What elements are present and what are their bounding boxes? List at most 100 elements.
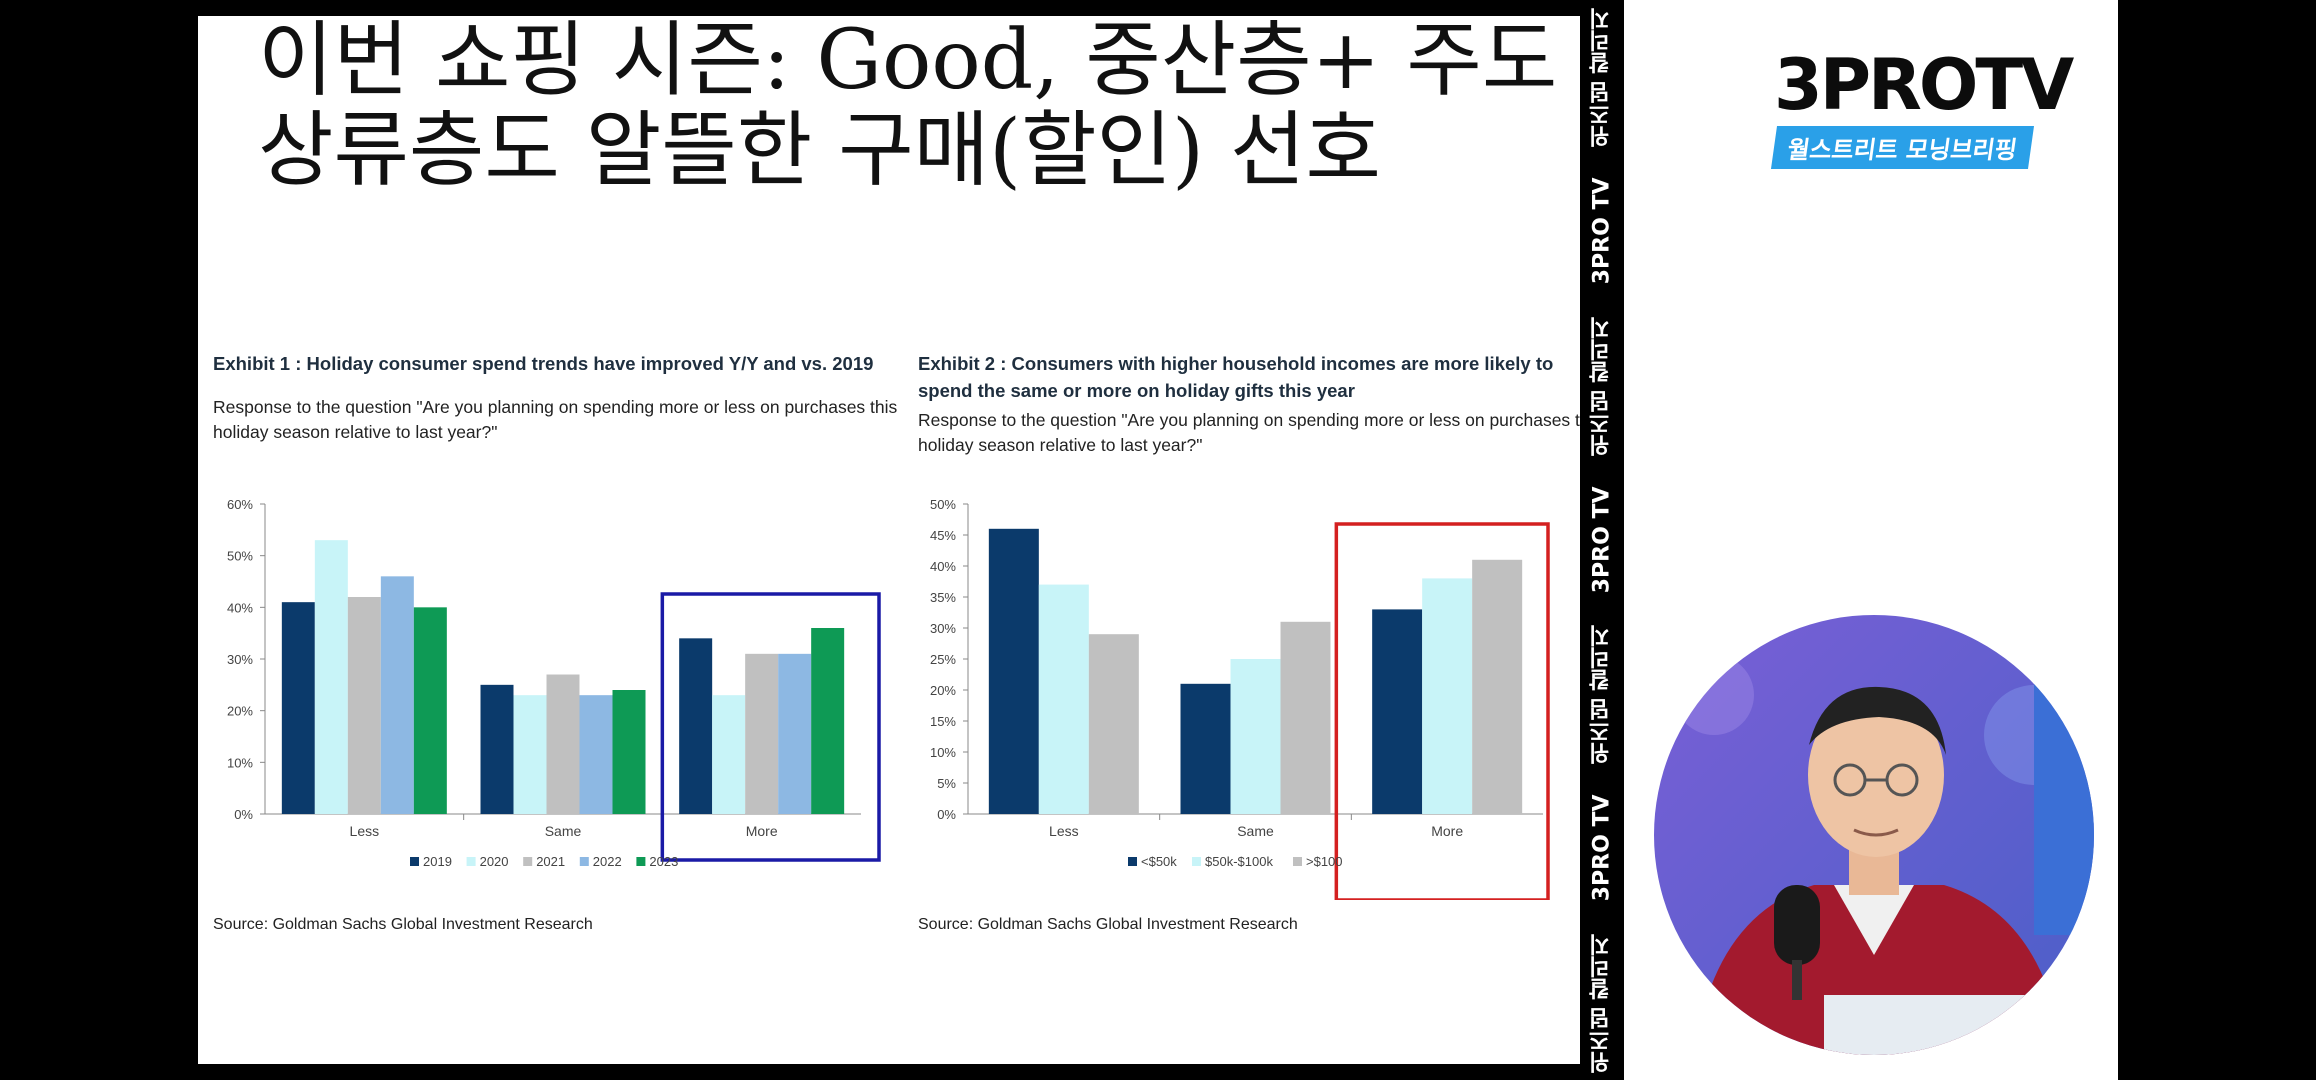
exhibit-1-chart: 0% 10% 20% 30% 40% 50% 60% Less Same More 2019 2020… — [213, 500, 913, 900]
x-category-label: Less — [1049, 823, 1079, 839]
bar-less-0 — [988, 528, 1039, 814]
side-strip-label: 위즈덤 칼리지 — [1589, 624, 1614, 765]
exhibit-1-subtitle-line2: holiday season relative to last year?" — [213, 422, 498, 442]
legend-label: <$50k — [1141, 854, 1177, 869]
side-strip-label: 위즈덤 칼리지 — [1589, 933, 1614, 1073]
exhibit-1: Exhibit 1 : Holiday consumer spend trend… — [213, 350, 913, 933]
y-tick-label: 50% — [930, 500, 956, 512]
bar-less-2 — [347, 597, 381, 814]
y-tick-label: 40% — [227, 600, 253, 615]
bar-less-0 — [281, 602, 315, 814]
legend-label: 2023 — [649, 854, 678, 869]
exhibit-2-heading: Exhibit 2 : Consumers with higher househ… — [918, 350, 1580, 404]
bar-same-1 — [1230, 659, 1281, 814]
exhibit-1-subtitle: Response to the question "Are you planni… — [213, 395, 913, 445]
legend-swatch — [410, 857, 419, 866]
exhibit-2: Exhibit 2 : Consumers with higher househ… — [918, 350, 1580, 933]
bar-same-4 — [612, 690, 646, 814]
side-strip-label: 3PRO TV — [1589, 795, 1615, 902]
bar-same-2 — [546, 674, 580, 814]
exhibit-2-heading-line1: Exhibit 2 : Consumers with higher househ… — [918, 353, 1554, 374]
legend-swatch — [1128, 857, 1137, 866]
y-tick-label: 60% — [227, 500, 253, 512]
bar-less-1 — [314, 540, 348, 814]
exhibit-2-chart-svg: 0% 5% 10% 15% 20% 25% 30% 35% 40% 45% 50% Less Same M… — [930, 500, 1550, 900]
logo-tagline: 월스트리트 모닝브리핑 — [1770, 126, 2035, 169]
y-tick-label: 45% — [930, 528, 956, 543]
bar-same-2 — [1280, 621, 1331, 814]
y-tick-label: 30% — [930, 621, 956, 636]
y-tick-label: 30% — [227, 652, 253, 667]
side-strip-label: 위즈덤 칼리지 — [1589, 7, 1614, 147]
legend-swatch — [523, 857, 533, 866]
legend-swatch — [1192, 857, 1201, 866]
exhibit-1-subtitle-line1: Response to the question "Are you planni… — [213, 397, 898, 417]
bar-more-2 — [1472, 559, 1523, 814]
bar-less-4 — [413, 607, 447, 814]
right-letterbox — [2118, 0, 2316, 1080]
legend-swatch — [579, 857, 589, 866]
presenter-video — [1654, 615, 2094, 1055]
bar-same-3 — [579, 695, 613, 814]
x-category-label: More — [1431, 823, 1463, 839]
y-tick-label: 50% — [227, 549, 253, 564]
broadcast-panel: 3PROTV 월스트리트 모닝브리핑 — [1624, 0, 2118, 1080]
legend-swatch — [636, 857, 646, 866]
exhibit-2-chart: 0% 5% 10% 15% 20% 25% 30% 35% 40% 45% 50% Less Same M… — [918, 500, 1580, 900]
x-category-label: Same — [545, 823, 582, 839]
exhibit-2-source: Source: Goldman Sachs Global Investment … — [918, 916, 1298, 933]
bar-more-1 — [1422, 578, 1473, 814]
slide-title-line1: 이번 쇼핑 시즌: Good, 중산층+ 주도 — [258, 16, 1558, 108]
y-tick-label: 0% — [937, 807, 956, 822]
legend-label: $50k-$100k — [1205, 854, 1273, 869]
y-tick-label: 40% — [930, 559, 956, 574]
presentation-slide: 이번 쇼핑 시즌: Good, 중산층+ 주도 상류층도 알뜰한 구매(할인) … — [198, 16, 1580, 1064]
legend-swatch — [466, 857, 476, 866]
exhibit-1-heading: Exhibit 1 : Holiday consumer spend trend… — [213, 353, 874, 374]
bar-more-4 — [811, 628, 845, 814]
highlight-box — [660, 592, 881, 862]
bar-more-0 — [1372, 609, 1423, 814]
side-strip-label: 3PRO TV — [1589, 486, 1615, 594]
y-tick-label: 5% — [937, 776, 956, 791]
bar-same-1 — [513, 695, 547, 814]
bar-more-0 — [679, 638, 713, 814]
exhibit-2-subtitle-line2: holiday season relative to last year?" — [918, 435, 1203, 455]
exhibit-1-source: Source: Goldman Sachs Global Investment … — [213, 916, 593, 933]
y-tick-label: 15% — [930, 714, 956, 729]
side-strip-label: 위즈덤 칼리지 — [1589, 315, 1614, 456]
y-tick-label: 20% — [227, 704, 253, 719]
legend-label: >$100 — [1306, 854, 1343, 869]
bar-less-1 — [1038, 584, 1089, 814]
slide-title-line2: 상류층도 알뜰한 구매(할인) 선호 — [258, 103, 1381, 198]
y-tick-label: 20% — [930, 683, 956, 698]
bar-more-3 — [778, 653, 812, 814]
side-banner-strip: 위즈덤 칼리지 3PRO TV 위즈덤 칼리지 3PRO TV 위즈덤 칼리지 3PRO … — [1580, 0, 1624, 1080]
y-tick-label: 25% — [930, 652, 956, 667]
legend-label: 2021 — [536, 854, 565, 869]
bar-more-1 — [712, 695, 746, 814]
legend-label: 2022 — [593, 854, 622, 869]
logo-text: 3PROTV — [1774, 44, 2074, 126]
legend-swatch — [1293, 857, 1302, 866]
exhibit-2-subtitle-line1: Response to the question "Are you planni… — [918, 410, 1580, 430]
bar-same-0 — [480, 684, 514, 814]
y-tick-label: 10% — [930, 745, 956, 760]
x-category-label: Same — [1237, 823, 1274, 839]
legend-label: 2019 — [423, 854, 452, 869]
exhibit-2-subtitle: Response to the question "Are you planni… — [918, 408, 1580, 458]
legend-label: 2020 — [480, 854, 509, 869]
side-strip-label: 3PRO TV — [1589, 178, 1615, 285]
bar-less-2 — [1088, 634, 1139, 814]
exhibit-1-chart-svg: 0% 10% 20% 30% 40% 50% 60% Less Same More 2019 2020… — [227, 500, 881, 869]
highlight-box — [1334, 522, 1550, 900]
y-tick-label: 35% — [930, 590, 956, 605]
exhibit-2-heading-line2: spend the same or more on holiday gifts … — [918, 380, 1355, 401]
slide-title: 이번 쇼핑 시즌: Good, 중산층+ 주도 상류층도 알뜰한 구매(할인) … — [258, 16, 1557, 196]
bar-same-0 — [1180, 683, 1231, 814]
y-tick-label: 0% — [234, 807, 253, 822]
y-tick-label: 10% — [227, 755, 253, 770]
x-category-label: More — [746, 823, 778, 839]
x-category-label: Less — [350, 823, 380, 839]
channel-logo: 3PROTV 월스트리트 모닝브리핑 — [1770, 44, 2074, 169]
